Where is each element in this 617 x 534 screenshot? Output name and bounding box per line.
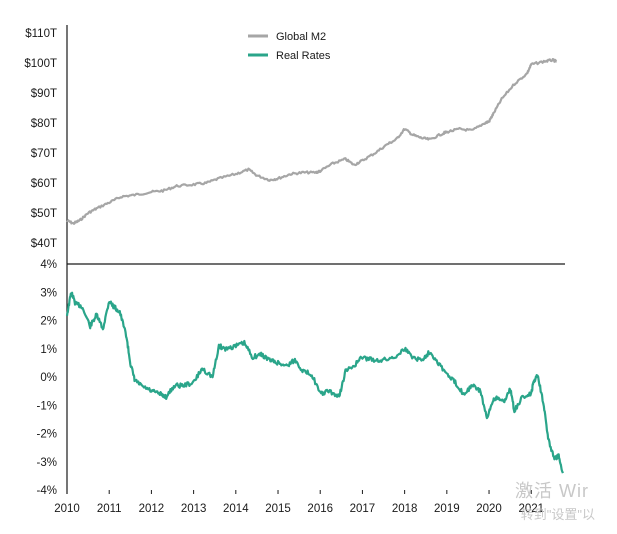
x-tick-label: 2011 bbox=[97, 503, 122, 515]
series-real-rates-line bbox=[65, 291, 564, 474]
x-tick-label: 2018 bbox=[392, 503, 418, 515]
x-tick-label: 2017 bbox=[350, 503, 376, 515]
top-y-tick-label: $60T bbox=[31, 178, 57, 190]
x-tick-label: 2015 bbox=[265, 503, 291, 515]
x-tick-label: 2021 bbox=[518, 503, 544, 515]
x-tick-label: 2019 bbox=[434, 503, 460, 515]
x-tick-label: 2013 bbox=[181, 503, 207, 515]
bottom-y-tick-label: -2% bbox=[37, 429, 57, 441]
x-tick-label: 2020 bbox=[476, 503, 502, 515]
bottom-y-tick-label: 1% bbox=[40, 344, 57, 356]
bottom-y-tick-label: -1% bbox=[37, 400, 57, 412]
activation-watermark-line2: 转到"设置"以 bbox=[520, 507, 595, 522]
top-y-tick-label: $80T bbox=[31, 118, 57, 130]
top-y-tick-label: $40T bbox=[31, 238, 57, 250]
bottom-y-tick-label: -3% bbox=[37, 457, 57, 469]
chart-legend: Global M2 Real Rates bbox=[248, 31, 331, 62]
top-y-tick-label: $70T bbox=[31, 148, 57, 160]
axes-layer: $110T $100T $90T $80T $70T $60T $50T $40T 4% 3% 2%… bbox=[24, 25, 565, 515]
series-global-m2-line bbox=[66, 58, 558, 225]
x-tick-label: 2016 bbox=[307, 503, 333, 515]
x-tick-label: 2012 bbox=[139, 503, 165, 515]
bottom-y-tick-label: 2% bbox=[40, 316, 57, 328]
series-layer bbox=[65, 58, 564, 474]
x-tick-label: 2010 bbox=[54, 503, 80, 515]
x-tick-label: 2014 bbox=[223, 503, 249, 515]
bottom-y-tick-label: -4% bbox=[37, 485, 57, 497]
top-y-tick-label: $50T bbox=[31, 208, 57, 220]
legend-label: Global M2 bbox=[276, 31, 326, 43]
legend-label: Real Rates bbox=[276, 50, 331, 62]
bottom-y-tick-label: 0% bbox=[40, 372, 57, 384]
bottom-y-tick-label: 3% bbox=[40, 287, 57, 299]
top-y-tick-label: $90T bbox=[31, 88, 57, 100]
top-y-tick-label: $110T bbox=[25, 28, 57, 40]
top-y-tick-label: $100T bbox=[24, 58, 57, 70]
bottom-y-tick-label: 4% bbox=[40, 259, 57, 271]
activation-watermark-line1: 激活 Wir bbox=[515, 481, 589, 501]
